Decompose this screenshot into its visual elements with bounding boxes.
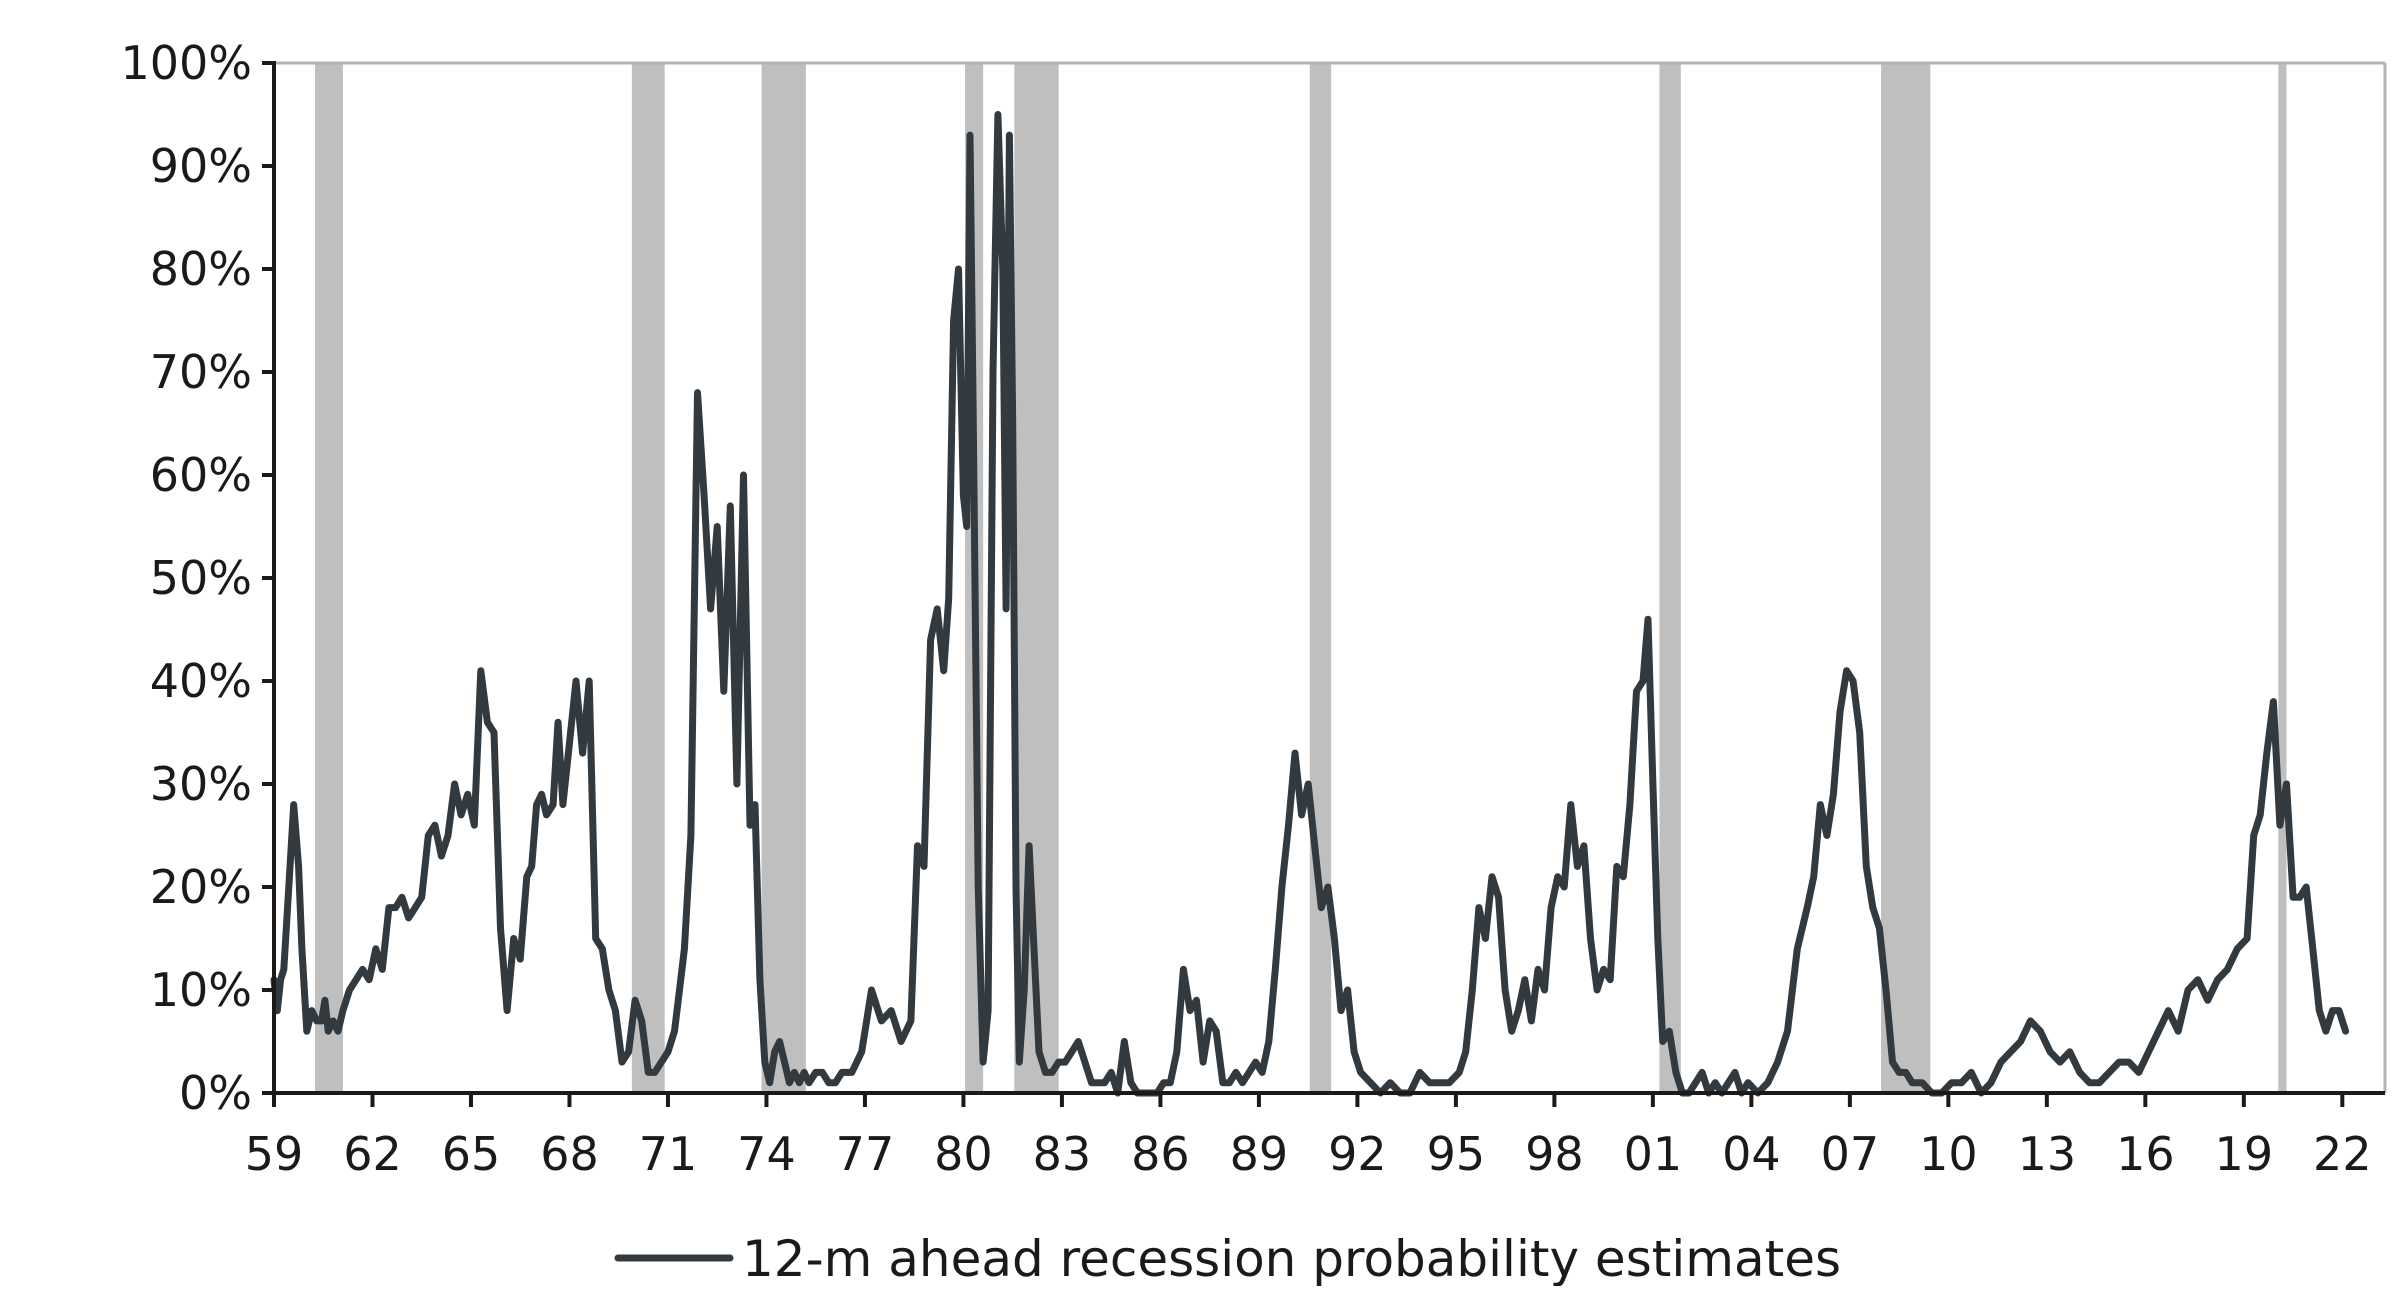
x-tick-label: 77	[836, 1127, 895, 1181]
legend-label: 12-m ahead recession probability estimat…	[742, 1230, 1841, 1286]
x-tick-label: 07	[1821, 1127, 1880, 1181]
x-tick-label: 83	[1033, 1127, 1092, 1181]
x-tick-label: 16	[2116, 1127, 2175, 1181]
y-tick-label: 90%	[150, 139, 252, 193]
recession-band	[631, 63, 665, 1093]
x-tick-label: 89	[1230, 1127, 1289, 1181]
x-tick-label: 04	[1722, 1127, 1781, 1181]
x-tick-label: 10	[1919, 1127, 1978, 1181]
recession-band	[1309, 63, 1332, 1093]
x-tick-label: 80	[934, 1127, 993, 1181]
y-tick-label: 0%	[179, 1066, 252, 1120]
series-line	[270, 111, 2350, 1097]
x-tick-label: 86	[1131, 1127, 1190, 1181]
recession-band	[315, 63, 343, 1093]
y-tick-label: 50%	[150, 551, 252, 605]
y-tick-label: 60%	[150, 448, 252, 502]
x-tick-label: 65	[442, 1127, 501, 1181]
x-tick-label: 74	[737, 1127, 796, 1181]
x-tick-label: 92	[1328, 1127, 1387, 1181]
y-tick-label: 10%	[150, 963, 252, 1017]
y-tick-label: 100%	[120, 36, 252, 90]
recession-band	[1659, 63, 1681, 1093]
recession-band	[1881, 63, 1931, 1093]
plot-frame	[274, 61, 2387, 1093]
y-tick-label: 70%	[150, 345, 252, 399]
y-tick-label: 20%	[150, 860, 252, 914]
x-tick-label: 62	[343, 1127, 402, 1181]
x-tick-label: 68	[540, 1127, 599, 1181]
recession-band	[2278, 63, 2287, 1093]
recession-bands	[315, 63, 2287, 1093]
x-tick-label: 13	[2018, 1127, 2077, 1181]
legend: 12-m ahead recession probability estimat…	[614, 1230, 1841, 1288]
axes: 0% 10% 20% 30% 40% 50% 60% 70% 80% 90% 100% 59 62 65 6…	[120, 36, 2385, 1181]
x-tick-label: 19	[2215, 1127, 2274, 1181]
recession-band	[761, 63, 806, 1093]
x-tick-label: 01	[1624, 1127, 1683, 1181]
x-tick-label: 98	[1525, 1127, 1584, 1181]
x-tick-label: 71	[639, 1127, 698, 1181]
x-tick-label: 22	[2313, 1127, 2372, 1181]
y-tick-label: 80%	[150, 242, 252, 296]
y-tick-label: 40%	[150, 654, 252, 708]
x-tick-label: 95	[1427, 1127, 1486, 1181]
series-layer	[270, 111, 2350, 1097]
recession-band	[1014, 63, 1059, 1093]
x-tick-label: 59	[245, 1127, 304, 1181]
y-tick-label: 30%	[150, 757, 252, 811]
